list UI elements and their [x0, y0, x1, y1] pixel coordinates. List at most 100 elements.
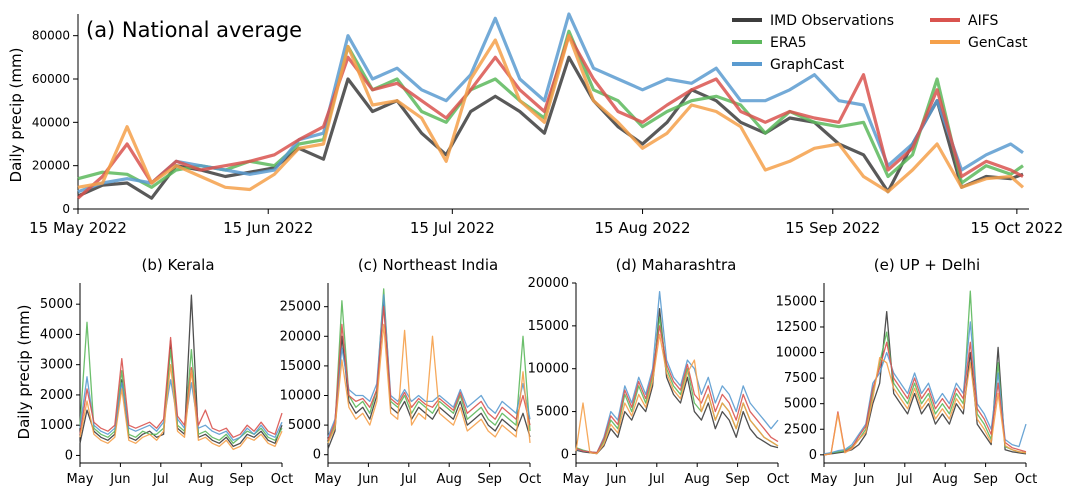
series-line-imd-observations: [77, 55, 1024, 200]
panel-d-series-gencast: [575, 333, 779, 455]
panel-c-series-aifs: [327, 306, 531, 441]
panel-b-xtick-label: May: [67, 472, 94, 487]
panel-a-ytick-label: 80000: [32, 29, 70, 43]
panel-b-ytick-label: 1000: [40, 418, 73, 433]
panel-d-ytick-label: 15000: [528, 319, 569, 334]
panel-c-ytick-label: 25000: [280, 300, 321, 315]
panel-e-ytick-label: 15000: [776, 294, 817, 309]
panel-d-xtick-label: Oct: [767, 472, 789, 487]
panel-c-ytick-label: 0: [313, 448, 321, 463]
panel-b-xtick-label: Sep: [229, 472, 254, 487]
panel-a-ytick-label: 40000: [32, 115, 70, 129]
panel-e-ytick-label: 5000: [784, 397, 817, 412]
panel-d-ytick-label: 5000: [536, 405, 569, 420]
panel-b-ytick-label: 5000: [40, 297, 73, 312]
panel-d-ytick-label: 0: [561, 447, 569, 462]
panel-b-series-imd-observations: [79, 294, 283, 448]
panel-e-xtick-label: Oct: [1015, 472, 1037, 487]
panel-d-xtick-label: Aug: [685, 472, 710, 487]
panel-d-xtick-label: Sep: [725, 472, 750, 487]
panel-e-ytick-label: 12500: [776, 320, 817, 335]
legend-item-imd-observations: IMD Observations: [732, 13, 894, 29]
legend-label-graphcast: GraphCast: [770, 57, 845, 73]
panel-b-ylabel: Daily precip (mm): [15, 305, 33, 440]
panel-a-xtick-label: 15 Jun 2022: [223, 219, 313, 237]
panel-a-ytick-label: 20000: [32, 159, 70, 173]
panel-d-xtick-label: Jun: [605, 472, 626, 487]
panel-c-ytick-label: 5000: [288, 418, 321, 433]
panel-b-xtick-label: Aug: [189, 472, 214, 487]
panel-a-ylabel: Daily precip (mm): [7, 48, 25, 183]
panel-d-series-aifs: [575, 325, 779, 454]
panel-a-xtick-label: 15 Jul 2022: [410, 219, 495, 237]
panel-northeast-india: (c) Northeast India 0 5000 10000 15000 20000…: [280, 256, 542, 487]
panel-d-xtick-label: May: [563, 472, 590, 487]
panel-d-ytick-label: 10000: [528, 362, 569, 377]
panel-c-ytick-label: 15000: [280, 359, 321, 374]
legend-item-aifs: AIFS: [930, 13, 999, 29]
panel-c-xtick-label: Aug: [437, 472, 462, 487]
panel-c-series-graphcast: [327, 294, 531, 438]
legend: IMD Observations ERA5 GraphCast AIFS Gen…: [732, 13, 1028, 73]
panel-e-xtick-label: Jul: [896, 472, 913, 487]
panel-a-xtick-label: 15 May 2022: [29, 219, 127, 237]
panel-c-ytick-label: 20000: [280, 329, 321, 344]
panel-e-series-aifs: [823, 341, 1027, 456]
panel-b-xtick-label: Jun: [109, 472, 130, 487]
panel-d-ytick-label: 20000: [528, 276, 569, 291]
panel-c-series-gencast: [327, 323, 531, 444]
panel-b-title: (b) Kerala: [141, 256, 214, 274]
panel-b-series-gencast: [79, 364, 283, 451]
panel-b-ytick-label: 0: [65, 448, 73, 463]
legend-label-gencast: GenCast: [968, 35, 1028, 51]
panel-d-title: (d) Maharashtra: [616, 256, 737, 274]
panel-c-series-era5: [327, 288, 531, 444]
panel-b-series-era5: [79, 321, 283, 444]
panel-d-series-graphcast: [575, 290, 779, 454]
panel-d-series-imd-observations: [575, 308, 779, 455]
panel-c-title: (c) Northeast India: [358, 256, 498, 274]
panel-c-xtick-label: Jul: [400, 472, 417, 487]
panel-b-xtick-label: Jul: [152, 472, 169, 487]
panel-e-ytick-label: 0: [809, 448, 817, 463]
panel-a-axes: 0 20000 40000 60000 80000 15 May 2022 15 Jun 2…: [29, 14, 1063, 237]
panel-e-series-gencast: [823, 357, 1027, 456]
legend-item-graphcast: GraphCast: [732, 57, 845, 73]
panel-d-xtick-label: Jul: [648, 472, 665, 487]
panel-a-xtick-label: 15 Aug 2022: [594, 219, 690, 237]
panel-e-ytick-label: 2500: [784, 422, 817, 437]
panel-a-ytick-label: 0: [62, 202, 70, 216]
panel-b-ytick-label: 4000: [40, 327, 73, 342]
panel-b-ytick-label: 2000: [40, 388, 73, 403]
panel-a-xtick-label: 15 Oct 2022: [970, 219, 1063, 237]
panel-kerala: (b) Kerala Daily precip (mm) 0 1000 2000 30…: [15, 256, 293, 487]
panel-a-xtick-label: 15 Sep 2022: [785, 219, 880, 237]
legend-label-aifs: AIFS: [968, 13, 999, 29]
panel-e-xtick-label: Sep: [973, 472, 998, 487]
series-line-gencast: [77, 34, 1025, 194]
panel-e-title: (e) UP + Delhi: [874, 256, 980, 274]
panel-e-xtick-label: Jun: [853, 472, 874, 487]
panel-c-xtick-label: May: [315, 472, 342, 487]
panel-b-ytick-label: 3000: [40, 358, 73, 373]
panel-e-xtick-label: Aug: [933, 472, 958, 487]
panel-c-xtick-label: Sep: [477, 472, 502, 487]
panel-up-delhi: (e) UP + Delhi 0 2500 5000 7500 10000 12500 15…: [776, 256, 1038, 487]
legend-label-imd: IMD Observations: [770, 13, 894, 29]
legend-item-gencast: GenCast: [930, 35, 1028, 51]
panel-b-xtick-label: Oct: [271, 472, 293, 487]
panel-b-series-graphcast: [79, 376, 283, 441]
panel-e-xtick-label: May: [811, 472, 838, 487]
panel-a-ytick-label: 60000: [32, 72, 70, 86]
panel-maharashtra: (d) Maharashtra 0 5000 10000 15000 20000 May J…: [528, 256, 790, 487]
legend-label-era5: ERA5: [770, 35, 807, 51]
panel-c-xtick-label: Jun: [357, 472, 378, 487]
panel-e-ytick-label: 7500: [784, 371, 817, 386]
legend-item-era5: ERA5: [732, 35, 807, 51]
series-line-graphcast: [77, 12, 1024, 194]
panel-c-ytick-label: 10000: [280, 389, 321, 404]
panel-b-series-aifs: [79, 336, 283, 438]
panel-e-series-graphcast: [823, 321, 1027, 455]
